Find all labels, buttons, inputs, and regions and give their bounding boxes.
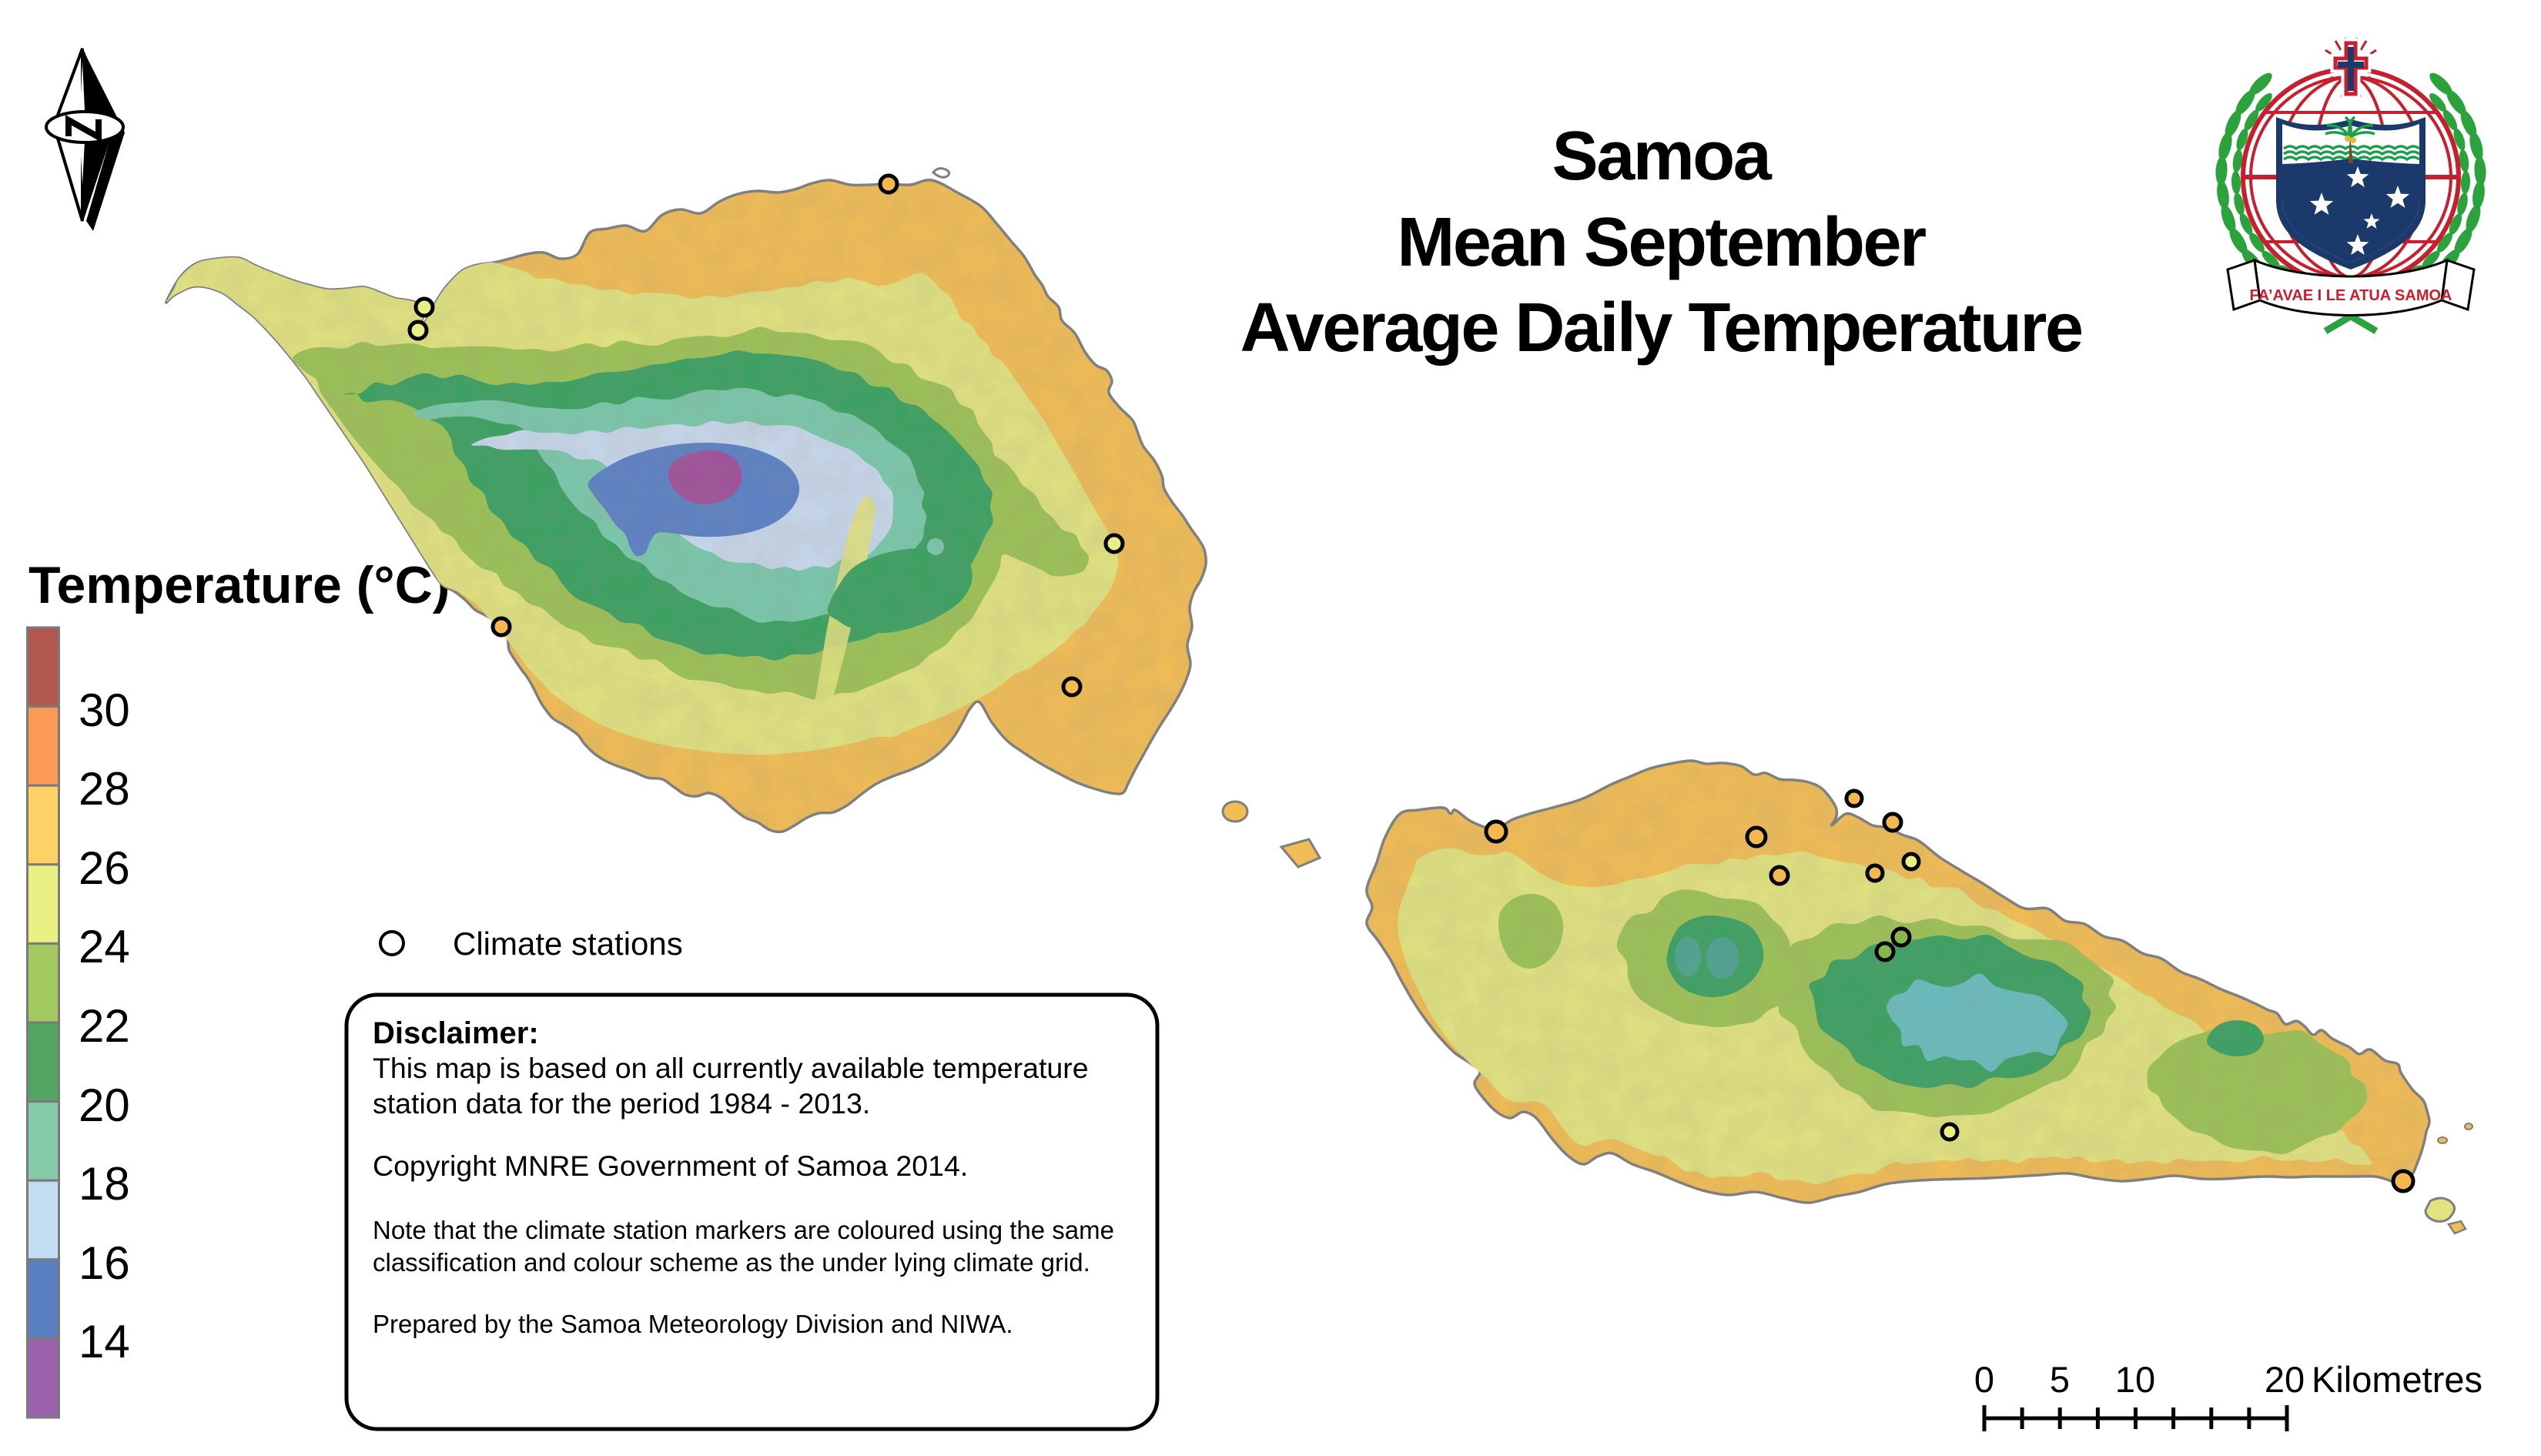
svg-text:Copyright MNRE Government of S: Copyright MNRE Government of Samoa 2014. bbox=[373, 1150, 968, 1182]
svg-text:Climate stations: Climate stations bbox=[453, 925, 683, 962]
svg-text:classification and colour sche: classification and colour scheme as the … bbox=[373, 1248, 1090, 1277]
svg-text:Kilometres: Kilometres bbox=[2312, 1359, 2482, 1400]
svg-text:16: 16 bbox=[79, 1237, 130, 1289]
svg-text:14: 14 bbox=[79, 1316, 130, 1367]
svg-text:20: 20 bbox=[79, 1079, 130, 1131]
svg-text:26: 26 bbox=[79, 842, 130, 894]
svg-text:Temperature (°C): Temperature (°C) bbox=[28, 556, 450, 614]
svg-text:Samoa: Samoa bbox=[1552, 118, 1773, 195]
svg-text:30: 30 bbox=[79, 684, 130, 736]
svg-text:Disclaimer:: Disclaimer: bbox=[373, 1016, 539, 1050]
svg-text:station data for the period 19: station data for the period 1984 - 2013. bbox=[373, 1087, 870, 1120]
svg-text:10: 10 bbox=[2115, 1359, 2155, 1400]
svg-text:Mean September: Mean September bbox=[1397, 204, 1926, 281]
svg-text:28: 28 bbox=[79, 763, 130, 815]
svg-text:22: 22 bbox=[79, 1000, 130, 1052]
svg-text:This map is based on all curre: This map is based on all currently avail… bbox=[373, 1052, 1089, 1084]
svg-text:Note that the climate station: Note that the climate station markers ar… bbox=[373, 1216, 1114, 1244]
svg-text:FA’AVAE I LE ATUA SAMOA: FA’AVAE I LE ATUA SAMOA bbox=[2250, 287, 2452, 304]
svg-text:5: 5 bbox=[2050, 1359, 2070, 1400]
svg-text:Average Daily Temperature: Average Daily Temperature bbox=[1240, 290, 2082, 367]
svg-text:0: 0 bbox=[1974, 1359, 1994, 1400]
svg-text:20: 20 bbox=[2265, 1359, 2305, 1400]
svg-text:Prepared by the Samoa Meteorol: Prepared by the Samoa Meteorology Divisi… bbox=[373, 1310, 1013, 1338]
svg-text:24: 24 bbox=[79, 921, 130, 972]
svg-text:18: 18 bbox=[79, 1158, 130, 1210]
